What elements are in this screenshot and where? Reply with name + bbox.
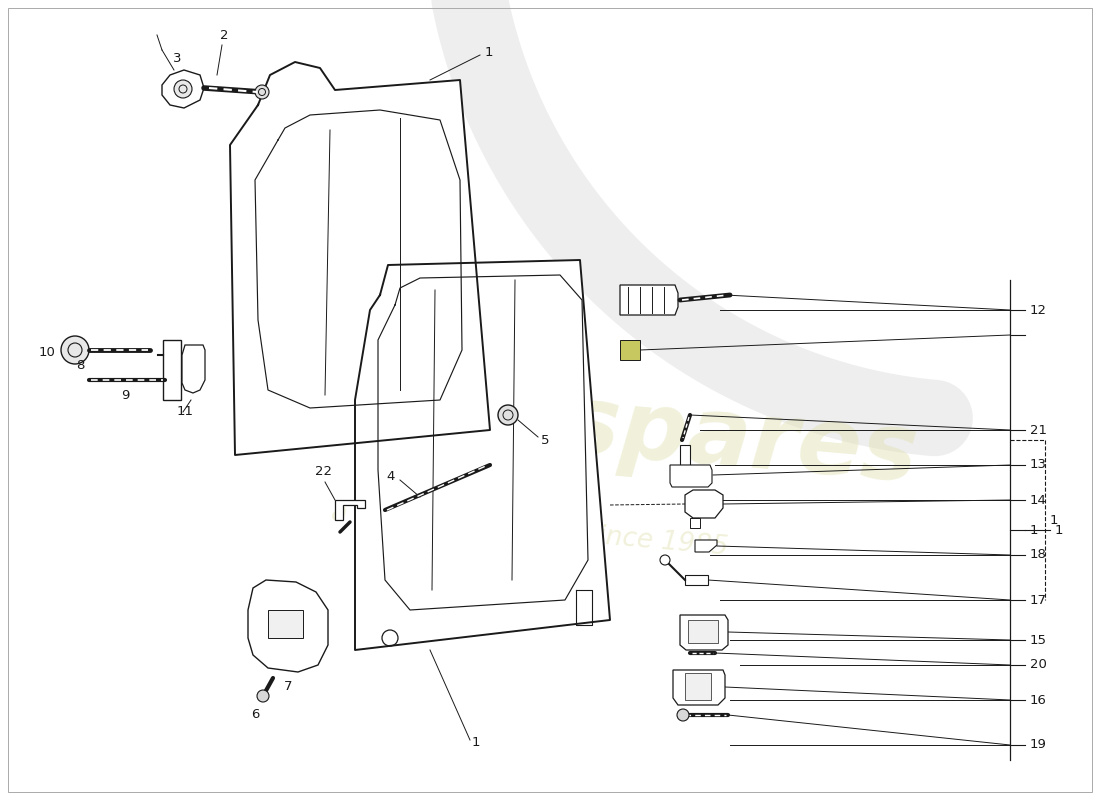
Text: 16: 16: [1030, 694, 1047, 706]
Text: 13: 13: [1030, 458, 1047, 471]
Circle shape: [660, 555, 670, 565]
Polygon shape: [268, 610, 302, 638]
Text: 1: 1: [1055, 523, 1064, 537]
Text: 3: 3: [173, 52, 182, 65]
Text: 11: 11: [176, 405, 194, 418]
Polygon shape: [690, 518, 700, 528]
Text: 18: 18: [1030, 549, 1047, 562]
Polygon shape: [620, 285, 678, 315]
Text: 20: 20: [1030, 658, 1047, 671]
Polygon shape: [688, 620, 718, 643]
Circle shape: [174, 80, 192, 98]
Text: 12: 12: [1030, 303, 1047, 317]
Polygon shape: [355, 260, 610, 650]
Polygon shape: [230, 62, 490, 455]
Circle shape: [257, 690, 270, 702]
Text: eurospares: eurospares: [318, 358, 922, 502]
Text: 1: 1: [1030, 523, 1038, 537]
Text: 7: 7: [284, 680, 293, 693]
Polygon shape: [680, 445, 690, 465]
Polygon shape: [620, 340, 640, 360]
Polygon shape: [248, 580, 328, 672]
Text: 15: 15: [1030, 634, 1047, 646]
Polygon shape: [685, 575, 708, 585]
Polygon shape: [685, 673, 711, 700]
Polygon shape: [162, 70, 204, 108]
Text: 2: 2: [220, 29, 229, 42]
Circle shape: [255, 85, 270, 99]
Polygon shape: [673, 670, 725, 705]
Polygon shape: [695, 540, 717, 552]
Text: a passion for parts since 1985: a passion for parts since 1985: [330, 500, 729, 560]
Text: 1: 1: [485, 46, 494, 58]
Text: 5: 5: [541, 434, 550, 446]
Text: 8: 8: [76, 359, 85, 372]
Polygon shape: [336, 500, 365, 520]
Polygon shape: [685, 490, 723, 518]
Text: 14: 14: [1030, 494, 1047, 506]
Text: 9: 9: [121, 389, 129, 402]
Text: 10: 10: [39, 346, 55, 358]
Text: 17: 17: [1030, 594, 1047, 606]
Text: 19: 19: [1030, 738, 1047, 751]
Polygon shape: [670, 465, 712, 487]
Text: 22: 22: [315, 465, 331, 478]
Polygon shape: [182, 345, 205, 393]
Circle shape: [60, 336, 89, 364]
Circle shape: [676, 709, 689, 721]
Text: 1: 1: [1050, 514, 1058, 526]
Circle shape: [498, 405, 518, 425]
Text: 4: 4: [386, 470, 395, 482]
Text: 21: 21: [1030, 423, 1047, 437]
Polygon shape: [163, 340, 182, 400]
Text: 6: 6: [251, 708, 260, 721]
Polygon shape: [680, 615, 728, 650]
Text: 1: 1: [472, 735, 481, 749]
